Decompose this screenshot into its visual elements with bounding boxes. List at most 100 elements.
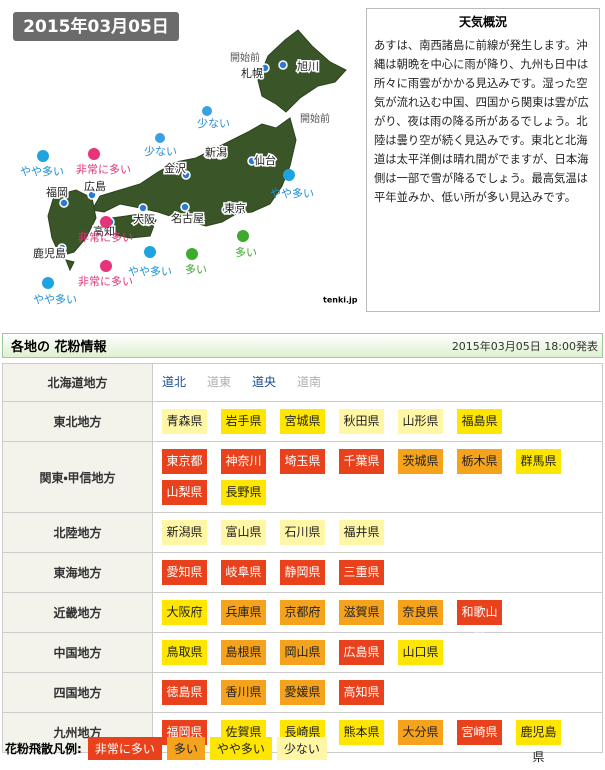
overview-text: あすは、南西諸島に前線が発生します。沖縄は朝晩を中心に雨が降り、九州も日中は所々… bbox=[374, 39, 589, 204]
city-label: 東京 bbox=[224, 202, 246, 215]
area-link[interactable]: 道央 bbox=[252, 375, 277, 389]
area-chip[interactable]: 鳥取県 bbox=[162, 640, 207, 665]
region-row: 北陸地方 新潟県 富山県 石川県 福井県 bbox=[2, 512, 603, 553]
region-row: 四国地方 徳島県 香川県 愛媛県 高知県 bbox=[2, 672, 603, 713]
area-chip[interactable]: 奈良県 bbox=[398, 600, 443, 625]
japan-shape bbox=[47, 29, 347, 272]
area-chip[interactable]: 兵庫県 bbox=[221, 600, 266, 625]
area-chip[interactable]: 熊本県 bbox=[339, 720, 384, 745]
date-badge bbox=[13, 12, 179, 41]
area-chip[interactable]: 福島県 bbox=[457, 409, 502, 434]
area-chip[interactable]: 京都府 bbox=[280, 600, 325, 625]
region-areas: 道北 道東 道央 道南 bbox=[152, 363, 603, 402]
status-label: 開始前 bbox=[230, 51, 260, 64]
area-chip[interactable]: 三重県 bbox=[339, 560, 384, 585]
city-label: 仙台 bbox=[254, 153, 276, 167]
area-chip[interactable]: 長野県 bbox=[221, 480, 266, 505]
status-label: やや多い bbox=[33, 292, 77, 306]
area-chip[interactable]: 茨城県 bbox=[398, 449, 443, 474]
section-header: 各地の 花粉情報 2015年03月05日 18:00発表 bbox=[2, 333, 603, 358]
area-chip[interactable]: 秋田県 bbox=[339, 409, 384, 434]
city-label: 名古屋 bbox=[171, 211, 204, 225]
region-row: 東北地方 青森県 岩手県 宮城県 秋田県 山形県 福島県 bbox=[2, 401, 603, 442]
legend-item: 多い bbox=[166, 737, 205, 760]
area-chip[interactable]: 栃木県 bbox=[457, 449, 502, 474]
pollen-table: 北海道地方 道北 道東 道央 道南 東北地方 青森県 岩手県 宮城県 秋田県 山形県 福島県 関東・甲信… bbox=[2, 363, 603, 764]
region-row: 近畿地方 大阪府 兵庫県 京都府 滋賀県 奈良県 和歌山県 bbox=[2, 592, 603, 644]
city-label: 福岡 bbox=[46, 185, 68, 199]
region-name: 東北地方 bbox=[2, 401, 153, 442]
area-chip[interactable]: 石川県 bbox=[280, 520, 325, 545]
status-label: 多い bbox=[235, 245, 257, 259]
status-label: 非常に多い bbox=[78, 230, 133, 244]
city-label: 金沢 bbox=[164, 161, 186, 175]
area-chip[interactable]: 滋賀県 bbox=[339, 600, 384, 625]
area-chip[interactable]: 山口県 bbox=[398, 640, 443, 665]
status-label: 少ない bbox=[144, 144, 177, 158]
area-chip[interactable]: 宮崎県 bbox=[457, 720, 502, 745]
city-label: 札幌 bbox=[241, 66, 263, 80]
area-chip[interactable]: 岩手県 bbox=[221, 409, 266, 434]
area-chip[interactable]: 青森県 bbox=[162, 409, 207, 434]
area-link[interactable]: 道南 bbox=[297, 375, 322, 389]
area-chip[interactable]: 大阪府 bbox=[162, 600, 207, 625]
city-label: 大阪 bbox=[133, 212, 155, 226]
area-chip[interactable]: 鹿児島県 bbox=[516, 720, 561, 764]
status-label: 多い bbox=[185, 262, 207, 276]
region-areas: 鳥取県 島根県 岡山県 広島県 山口県 bbox=[152, 632, 603, 673]
area-chip[interactable]: 愛知県 bbox=[162, 560, 207, 585]
overview-title: 天気概況 bbox=[458, 15, 507, 29]
region-name: 関東・甲信地方 bbox=[2, 441, 153, 513]
area-chip[interactable]: 神奈川県 bbox=[221, 449, 266, 493]
region-name: 四国地方 bbox=[2, 672, 153, 713]
area-chip[interactable]: 埼玉県 bbox=[280, 449, 325, 474]
legend-item: やや多い bbox=[209, 737, 272, 760]
area-chip[interactable]: 山形県 bbox=[398, 409, 443, 434]
area-chip[interactable]: 富山県 bbox=[221, 520, 266, 545]
area-chip[interactable]: 福井県 bbox=[339, 520, 384, 545]
region-areas: 徳島県 香川県 愛媛県 高知県 bbox=[152, 672, 603, 713]
area-chip[interactable]: 千葉県 bbox=[339, 449, 384, 474]
region-row: 北海道地方 道北 道東 道央 道南 bbox=[2, 363, 603, 402]
area-chip[interactable]: 香川県 bbox=[221, 680, 266, 705]
area-chip[interactable]: 山梨県 bbox=[162, 480, 207, 505]
city-label: 旭川 bbox=[297, 59, 319, 73]
status-label: 少ない bbox=[197, 116, 230, 130]
area-chip[interactable]: 宮城県 bbox=[280, 409, 325, 434]
city-label: 高知 bbox=[93, 224, 115, 238]
area-chip[interactable]: 島根県 bbox=[221, 640, 266, 665]
pollen-map: 2015年03月05日 旭川 札幌 仙台 新潟 金沢 東京 名古屋 大阪 広島 … bbox=[13, 12, 358, 306]
region-areas: 大阪府 兵庫県 京都府 滋賀県 奈良県 和歌山県 bbox=[152, 592, 603, 644]
legend-item: 少ない bbox=[276, 737, 327, 760]
region-row: 東海地方 愛知県 岐阜県 静岡県 三重県 bbox=[2, 552, 603, 593]
area-chip[interactable]: 岡山県 bbox=[280, 640, 325, 665]
region-name: 北陸地方 bbox=[2, 512, 153, 553]
legend-item: 非常に多い bbox=[87, 737, 162, 760]
status-label: やや多い bbox=[270, 186, 314, 200]
area-chip[interactable]: 愛媛県 bbox=[280, 680, 325, 705]
area-chip[interactable]: 高知県 bbox=[339, 680, 384, 705]
area-chip[interactable]: 大分県 bbox=[398, 720, 443, 745]
city-label: 新潟 bbox=[205, 146, 227, 159]
status-label: やや多い bbox=[20, 164, 64, 178]
legend: 花粉飛散凡例: 非常に多い 多い やや多い 少ない bbox=[5, 737, 332, 760]
region-areas: 愛知県 岐阜県 静岡県 三重県 bbox=[152, 552, 603, 593]
area-link[interactable]: 道東 bbox=[207, 375, 232, 389]
issued-time: 2015年03月05日 18:00発表 bbox=[451, 339, 598, 353]
area-chip[interactable]: 群馬県 bbox=[516, 449, 561, 474]
area-chip[interactable]: 静岡県 bbox=[280, 560, 325, 585]
area-chip[interactable]: 新潟県 bbox=[162, 520, 207, 545]
area-chip[interactable]: 東京都 bbox=[162, 449, 207, 474]
region-name: 北海道地方 bbox=[2, 363, 153, 402]
legend-label: 花粉飛散凡例: bbox=[5, 742, 82, 756]
city-label: 広島 bbox=[84, 179, 106, 193]
region-areas: 東京都神奈川県埼玉県千葉県茨城県栃木県群馬県山梨県長野県 bbox=[152, 441, 603, 513]
area-chip[interactable]: 徳島県 bbox=[162, 680, 207, 705]
status-label: 開始前 bbox=[300, 112, 330, 125]
area-chip[interactable]: 和歌山県 bbox=[457, 600, 502, 644]
area-chip[interactable]: 岐阜県 bbox=[221, 560, 266, 585]
area-chip[interactable]: 広島県 bbox=[339, 640, 384, 665]
region-row: 関東・甲信地方東京都神奈川県埼玉県千葉県茨城県栃木県群馬県山梨県長野県 bbox=[2, 441, 603, 513]
area-link[interactable]: 道北 bbox=[162, 375, 187, 389]
region-areas: 新潟県 富山県 石川県 福井県 bbox=[152, 512, 603, 553]
